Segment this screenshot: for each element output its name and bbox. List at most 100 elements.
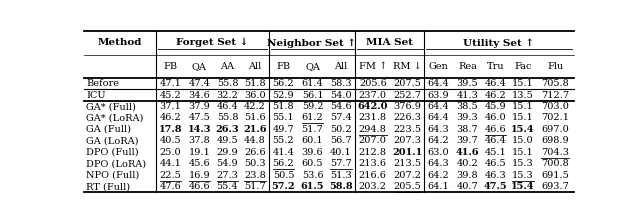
Text: 21.6: 21.6 [243, 125, 267, 134]
Text: 51.8: 51.8 [273, 102, 294, 111]
Text: 32.2: 32.2 [216, 91, 239, 100]
Text: 64.4: 64.4 [428, 114, 449, 123]
Text: 60.1: 60.1 [301, 136, 323, 145]
Text: 16.9: 16.9 [189, 171, 210, 180]
Text: GA* (Full): GA* (Full) [86, 102, 136, 111]
Text: 38.5: 38.5 [456, 102, 478, 111]
Text: 15.3: 15.3 [512, 159, 534, 168]
Text: 55.2: 55.2 [273, 136, 294, 145]
Text: 39.6: 39.6 [301, 148, 323, 157]
Text: 51.7: 51.7 [301, 125, 323, 134]
Text: 64.2: 64.2 [428, 136, 449, 145]
Text: 19.1: 19.1 [188, 148, 210, 157]
Text: 63.0: 63.0 [428, 148, 449, 157]
Text: 47.1: 47.1 [159, 79, 182, 88]
Text: 213.5: 213.5 [394, 159, 421, 168]
Text: 46.6: 46.6 [484, 125, 506, 134]
Text: 697.0: 697.0 [541, 125, 569, 134]
Text: 61.4: 61.4 [301, 79, 323, 88]
Text: 15.4: 15.4 [511, 182, 535, 191]
Text: ICU: ICU [86, 91, 106, 100]
Text: 29.9: 29.9 [217, 148, 238, 157]
Text: 37.1: 37.1 [159, 102, 182, 111]
Text: 704.3: 704.3 [541, 148, 569, 157]
Text: 25.0: 25.0 [160, 148, 181, 157]
Text: 40.5: 40.5 [160, 136, 181, 145]
Text: 56.7: 56.7 [330, 136, 352, 145]
Text: 34.6: 34.6 [188, 91, 210, 100]
Text: 203.2: 203.2 [359, 182, 387, 191]
Text: 40.1: 40.1 [330, 148, 352, 157]
Text: 712.7: 712.7 [541, 91, 569, 100]
Text: 51.3: 51.3 [330, 171, 352, 180]
Text: 45.9: 45.9 [484, 102, 506, 111]
Text: 56.2: 56.2 [273, 159, 294, 168]
Text: 64.3: 64.3 [428, 159, 449, 168]
Text: 57.7: 57.7 [330, 159, 352, 168]
Text: 64.4: 64.4 [428, 102, 449, 111]
Text: 60.5: 60.5 [302, 159, 323, 168]
Text: 57.2: 57.2 [271, 182, 295, 191]
Text: 17.8: 17.8 [159, 125, 182, 134]
Text: 642.0: 642.0 [358, 102, 388, 111]
Text: 15.1: 15.1 [512, 79, 534, 88]
Text: 15.1: 15.1 [512, 102, 534, 111]
Text: 46.4: 46.4 [484, 136, 506, 145]
Text: 212.8: 212.8 [359, 148, 387, 157]
Text: 252.7: 252.7 [394, 91, 421, 100]
Text: 45.6: 45.6 [189, 159, 210, 168]
Text: Fac: Fac [515, 62, 532, 71]
Text: 40.2: 40.2 [456, 159, 478, 168]
Text: 47.6: 47.6 [160, 182, 181, 191]
Text: 15.3: 15.3 [512, 171, 534, 180]
Text: MIA Set: MIA Set [366, 38, 413, 47]
Text: 15.1: 15.1 [512, 148, 534, 157]
Text: 294.8: 294.8 [359, 125, 387, 134]
Text: 237.0: 237.0 [359, 91, 387, 100]
Text: 205.6: 205.6 [359, 79, 387, 88]
Text: 55.1: 55.1 [273, 114, 294, 123]
Text: 223.5: 223.5 [394, 125, 421, 134]
Text: Flu: Flu [547, 62, 563, 71]
Text: 49.7: 49.7 [273, 125, 294, 134]
Text: AA: AA [220, 62, 234, 71]
Text: DPO (LoRA): DPO (LoRA) [86, 159, 146, 168]
Text: DPO (Full): DPO (Full) [86, 148, 139, 157]
Text: 46.5: 46.5 [484, 159, 506, 168]
Text: 58.8: 58.8 [329, 182, 353, 191]
Text: 226.3: 226.3 [394, 114, 421, 123]
Text: 14.3: 14.3 [188, 125, 211, 134]
Text: 702.1: 702.1 [541, 114, 569, 123]
Text: Before: Before [86, 79, 119, 88]
Text: 46.2: 46.2 [160, 114, 181, 123]
Text: 231.8: 231.8 [359, 114, 387, 123]
Text: 46.3: 46.3 [484, 171, 506, 180]
Text: 205.5: 205.5 [394, 182, 421, 191]
Text: All: All [334, 62, 348, 71]
Text: 46.6: 46.6 [189, 182, 210, 191]
Text: 13.5: 13.5 [512, 91, 534, 100]
Text: NPO (Full): NPO (Full) [86, 171, 140, 180]
Text: 39.5: 39.5 [456, 79, 478, 88]
Text: 46.4: 46.4 [216, 102, 238, 111]
Text: 52.9: 52.9 [273, 91, 294, 100]
Text: 207.3: 207.3 [394, 136, 421, 145]
Text: 15.0: 15.0 [512, 136, 534, 145]
Text: 54.0: 54.0 [330, 91, 352, 100]
Text: 42.2: 42.2 [244, 102, 266, 111]
Text: 41.4: 41.4 [273, 148, 294, 157]
Text: 700.8: 700.8 [541, 159, 569, 168]
Text: Utility Set ↑: Utility Set ↑ [463, 38, 534, 48]
Text: 37.9: 37.9 [188, 102, 210, 111]
Text: 51.6: 51.6 [244, 114, 266, 123]
Text: 58.3: 58.3 [330, 79, 352, 88]
Text: 64.4: 64.4 [428, 79, 449, 88]
Text: 213.6: 213.6 [359, 159, 387, 168]
Text: 39.7: 39.7 [456, 136, 478, 145]
Text: FB: FB [276, 62, 291, 71]
Text: 57.4: 57.4 [330, 114, 352, 123]
Text: 44.8: 44.8 [244, 136, 266, 145]
Text: 55.8: 55.8 [217, 114, 238, 123]
Text: Tru: Tru [486, 62, 504, 71]
Text: 53.6: 53.6 [301, 171, 323, 180]
